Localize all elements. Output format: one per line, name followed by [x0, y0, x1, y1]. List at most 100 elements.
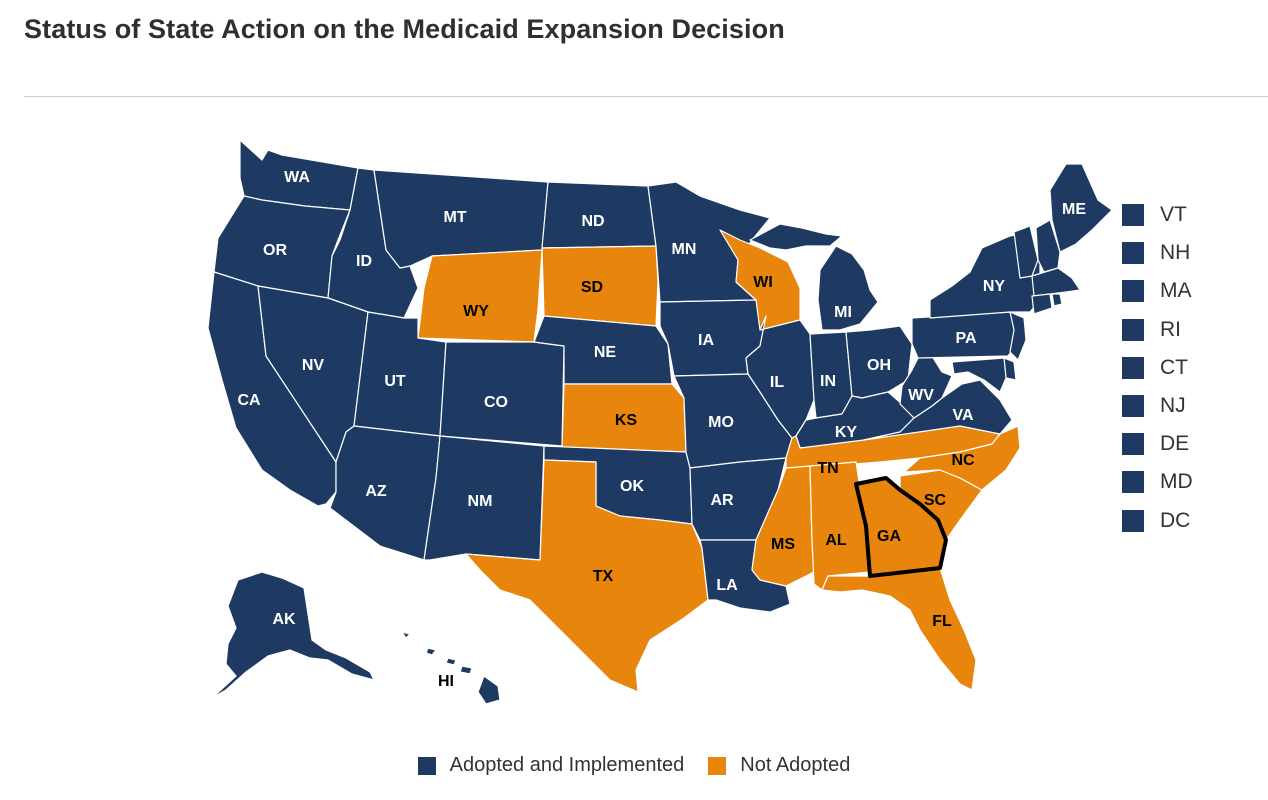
small-state-item-md[interactable]: MD [1122, 463, 1222, 501]
state-shape-ak[interactable] [211, 571, 375, 699]
state-label-tx: TX [593, 568, 614, 585]
state-label-sc: SC [924, 492, 947, 509]
state-label-al: AL [825, 532, 847, 549]
state-shape-vt[interactable] [1013, 225, 1039, 279]
legend-label: Adopted and Implemented [449, 754, 685, 776]
state-shape-mi[interactable] [817, 245, 879, 331]
state-label-nc: NC [951, 452, 975, 469]
small-state-label: MD [1160, 470, 1193, 494]
state-label-ga: GA [877, 528, 901, 545]
state-shape-hi[interactable] [445, 657, 457, 666]
map-legend: Adopted and Implemented Not Adopted [0, 754, 1268, 777]
state-label-nd: ND [581, 213, 604, 230]
state-shape-nc[interactable] [903, 425, 1021, 491]
small-state-item-nj[interactable]: NJ [1122, 387, 1222, 425]
state-shape-md[interactable] [951, 357, 1007, 393]
state-label-mo: MO [708, 414, 734, 431]
small-state-swatch [1122, 509, 1144, 532]
state-shape-wy[interactable] [417, 249, 543, 343]
small-state-label: RI [1160, 317, 1181, 341]
small-state-label: NH [1160, 241, 1191, 265]
state-shape-hi[interactable] [477, 675, 501, 705]
state-label-nv: NV [302, 357, 325, 374]
small-state-item-ma[interactable]: MA [1122, 272, 1222, 310]
state-shape-tx[interactable] [465, 459, 709, 693]
small-state-item-vt[interactable]: VT [1122, 196, 1222, 234]
state-label-la: LA [716, 577, 738, 594]
state-label-hi: HI [438, 673, 454, 690]
state-shape-hi[interactable] [425, 647, 437, 656]
small-state-item-ri[interactable]: RI [1122, 311, 1222, 349]
state-shape-co[interactable] [439, 341, 565, 447]
state-shape-wv[interactable] [899, 355, 953, 419]
state-label-ut: UT [384, 373, 406, 390]
state-label-wv: WV [908, 387, 934, 404]
state-shape-hi[interactable] [459, 665, 473, 675]
state-label-tn: TN [817, 460, 838, 477]
state-label-or: OR [263, 242, 287, 259]
small-state-swatch [1122, 204, 1144, 227]
state-label-ia: IA [698, 332, 714, 349]
legend-swatch [708, 756, 727, 775]
small-state-label: VT [1160, 203, 1187, 227]
state-label-me: ME [1062, 201, 1086, 218]
small-state-swatch [1122, 356, 1144, 379]
state-label-az: AZ [365, 483, 387, 500]
state-label-mt: MT [443, 209, 466, 226]
small-state-swatch [1122, 280, 1144, 303]
small-state-item-nh[interactable]: NH [1122, 234, 1222, 272]
small-state-label: NJ [1160, 394, 1186, 418]
small-state-label: MA [1160, 279, 1192, 303]
state-shape-mi[interactable] [749, 223, 843, 251]
small-state-label: CT [1160, 355, 1188, 379]
state-label-wi: WI [753, 274, 773, 291]
legend-item-not-adopted[interactable]: Not Adopted [708, 754, 850, 777]
small-state-swatch [1122, 242, 1144, 265]
state-shape-va[interactable] [863, 379, 1013, 441]
legend-swatch [417, 756, 436, 775]
state-shape-me[interactable] [1049, 163, 1113, 253]
state-label-in: IN [820, 373, 836, 390]
state-label-ms: MS [771, 536, 795, 553]
page-title: Status of State Action on the Medicaid E… [24, 14, 785, 44]
small-states-legend: VT NH MA RI CT NJ DE MD DC [1122, 196, 1222, 540]
state-label-ky: KY [835, 424, 858, 441]
state-label-id: ID [356, 253, 372, 270]
small-state-item-ct[interactable]: CT [1122, 349, 1222, 387]
state-label-mn: MN [672, 241, 697, 258]
small-state-label: DC [1160, 508, 1191, 532]
state-label-nm: NM [468, 493, 493, 510]
small-state-swatch [1122, 318, 1144, 341]
state-shape-ri[interactable] [1051, 293, 1063, 307]
title-divider [24, 96, 1268, 97]
small-state-item-dc[interactable]: DC [1122, 502, 1222, 540]
state-shape-sd[interactable] [541, 245, 659, 327]
state-shape-nj[interactable] [1009, 311, 1027, 361]
state-label-va: VA [952, 407, 973, 424]
state-label-wy: WY [463, 303, 489, 320]
state-label-ny: NY [983, 278, 1006, 295]
state-label-fl: FL [932, 613, 952, 630]
small-state-swatch [1122, 433, 1144, 456]
state-label-pa: PA [955, 330, 976, 347]
state-label-ak: AK [272, 611, 296, 628]
state-label-wa: WA [284, 169, 310, 186]
state-label-co: CO [484, 394, 508, 411]
state-label-oh: OH [867, 357, 891, 374]
state-shape-fl[interactable] [821, 567, 977, 691]
state-label-ar: AR [710, 492, 734, 509]
state-shape-hi[interactable] [401, 631, 411, 639]
legend-item-adopted[interactable]: Adopted and Implemented [417, 754, 685, 777]
small-state-swatch [1122, 395, 1144, 418]
state-label-sd: SD [581, 279, 603, 296]
highlight-outline-ga [854, 476, 948, 578]
small-state-swatch [1122, 471, 1144, 494]
small-state-label: DE [1160, 432, 1190, 456]
small-state-item-de[interactable]: DE [1122, 425, 1222, 463]
legend-label: Not Adopted [740, 754, 851, 776]
state-label-ne: NE [594, 344, 617, 361]
state-shape-ct[interactable] [1031, 293, 1053, 315]
state-label-ks: KS [615, 412, 638, 429]
state-label-ca: CA [237, 392, 261, 409]
